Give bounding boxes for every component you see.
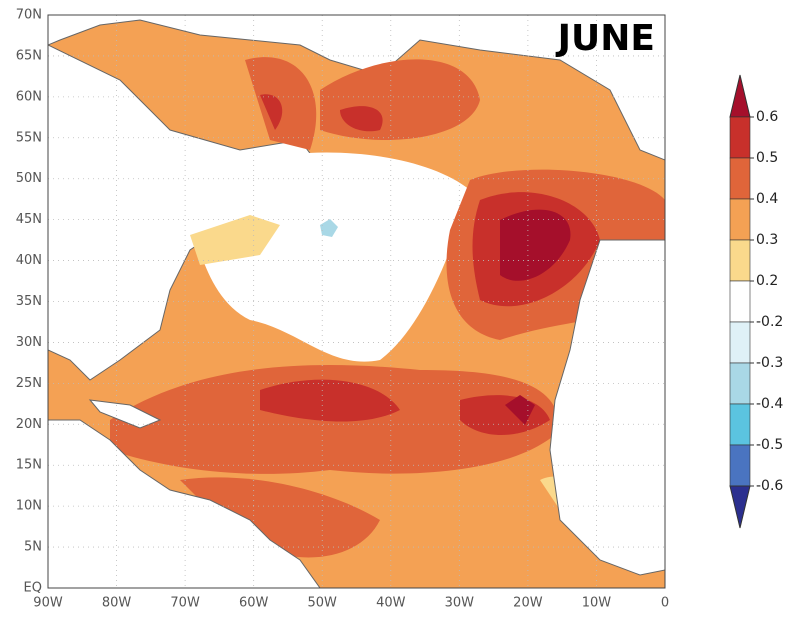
colorbar-segment	[729, 362, 751, 405]
map-title: JUNE	[555, 18, 655, 59]
colorbar-segment	[729, 280, 751, 323]
colorbar-label: -0.6	[756, 478, 783, 494]
colorbar-label: -0.3	[756, 355, 783, 371]
colorbar-segment	[729, 239, 751, 282]
lat-label: 60N	[16, 89, 42, 104]
anomaly-field	[48, 15, 665, 588]
colorbar-segment	[729, 444, 751, 487]
colorbar-label: 0.2	[756, 273, 778, 289]
colorbar-label: 0.5	[756, 150, 778, 166]
colorbar-top-arrow	[729, 74, 751, 118]
colorbar-segment	[729, 403, 751, 446]
lat-label: 40N	[16, 253, 42, 268]
lat-label: 35N	[16, 294, 42, 309]
lat-label: 50N	[16, 171, 42, 186]
lon-label: 30W	[445, 596, 475, 611]
lon-label: 60W	[239, 596, 269, 611]
lon-label: 90W	[33, 596, 63, 611]
lon-label: 50W	[308, 596, 338, 611]
lat-label: 30N	[16, 335, 42, 350]
grid-lines	[48, 15, 665, 588]
lat-label: 10N	[16, 499, 42, 514]
colorbar-label: 0.4	[756, 191, 778, 207]
colorbar-segment	[729, 198, 751, 241]
lat-label: 25N	[16, 376, 42, 391]
lon-label: 40W	[376, 596, 406, 611]
lat-label: 45N	[16, 212, 42, 227]
lon-label: 10W	[582, 596, 612, 611]
colorbar-segment	[729, 116, 751, 159]
lon-label: 70W	[170, 596, 200, 611]
map-frame	[47, 14, 666, 589]
lon-label: 20W	[513, 596, 543, 611]
colorbar-segment	[729, 157, 751, 200]
colorbar-label: -0.4	[756, 396, 783, 412]
lat-label: 65N	[16, 48, 42, 63]
lat-label: 5N	[24, 540, 42, 555]
lat-label: 20N	[16, 417, 42, 432]
colorbar-label: -0.5	[756, 437, 783, 453]
lat-label: 15N	[16, 458, 42, 473]
lat-label: 55N	[16, 130, 42, 145]
lon-label: 0	[661, 596, 669, 611]
colorbar-bottom-arrow	[729, 485, 751, 529]
lat-label: EQ	[24, 581, 42, 596]
colorbar-label: 0.6	[756, 109, 778, 125]
colorbar-label: -0.2	[756, 314, 783, 330]
lon-label: 80W	[102, 596, 132, 611]
colorbar-segment	[729, 321, 751, 364]
colorbar-label: 0.3	[756, 232, 778, 248]
lat-label: 70N	[16, 8, 42, 23]
